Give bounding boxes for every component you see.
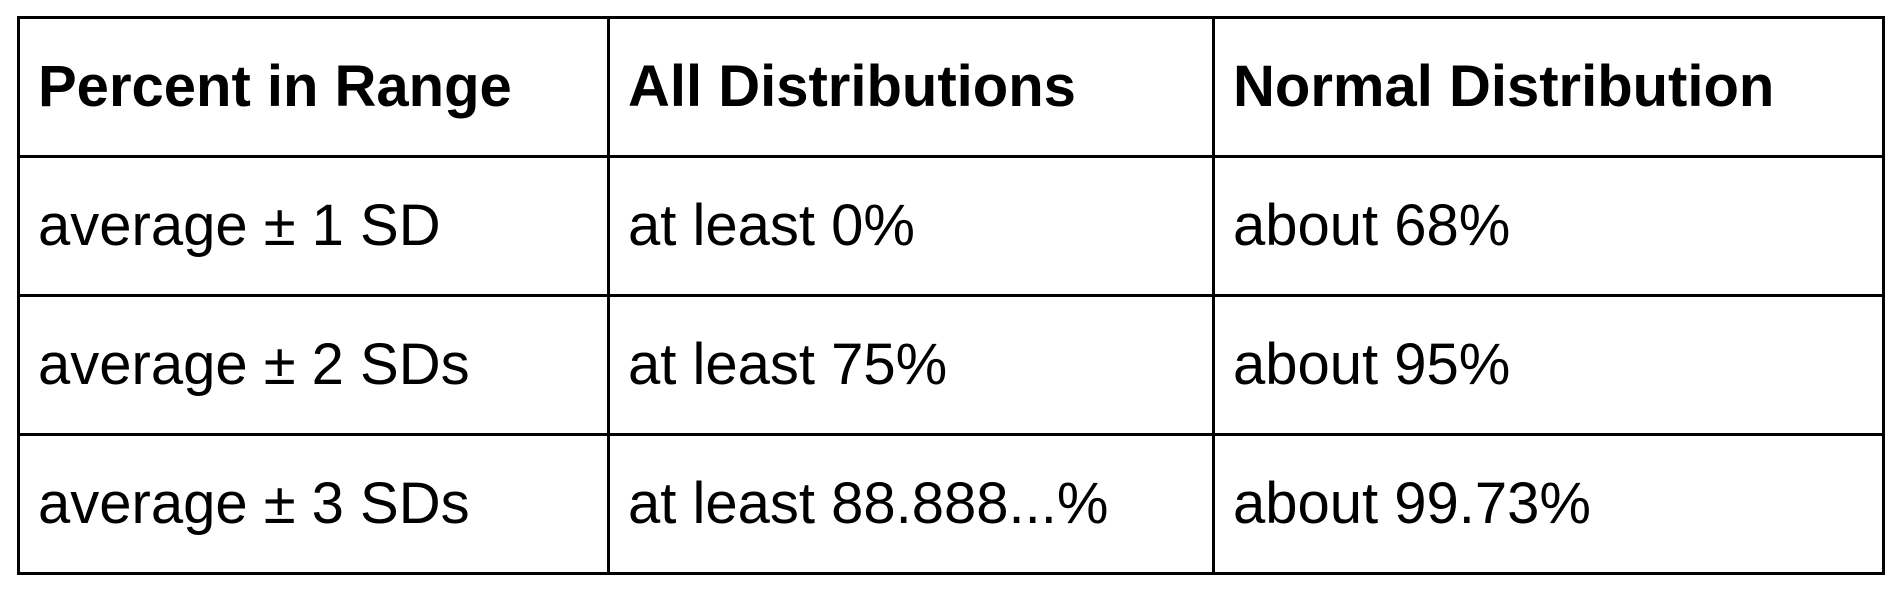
range-cell: average ± 2 SDs [17, 294, 610, 436]
all-distributions-cell: at least 88.888...% [607, 433, 1215, 575]
table-row: average ± 3 SDs at least 88.888...% abou… [17, 433, 1885, 575]
column-header-normal-distribution: Normal Distribution [1212, 16, 1885, 158]
all-distributions-cell: at least 0% [607, 155, 1215, 297]
normal-distribution-cell: about 99.73% [1212, 433, 1885, 575]
table-row: average ± 1 SD at least 0% about 68% [17, 155, 1885, 297]
normal-distribution-cell: about 68% [1212, 155, 1885, 297]
column-header-all-distributions: All Distributions [607, 16, 1215, 158]
table-row: average ± 2 SDs at least 75% about 95% [17, 294, 1885, 436]
all-distributions-cell: at least 75% [607, 294, 1215, 436]
table-header-row: Percent in Range All Distributions Norma… [17, 16, 1885, 158]
normal-distribution-cell: about 95% [1212, 294, 1885, 436]
distribution-percent-table: Percent in Range All Distributions Norma… [17, 16, 1885, 575]
range-cell: average ± 1 SD [17, 155, 610, 297]
column-header-percent-in-range: Percent in Range [17, 16, 610, 158]
range-cell: average ± 3 SDs [17, 433, 610, 575]
